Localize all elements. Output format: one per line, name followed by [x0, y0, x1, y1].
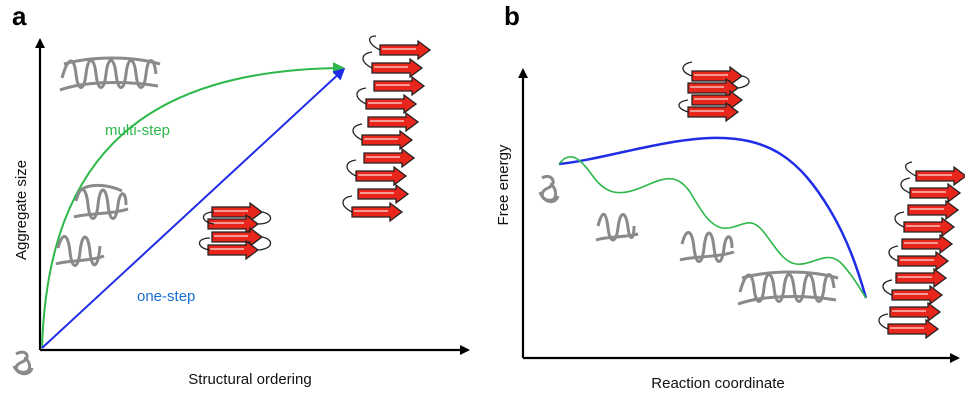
panel-b-y-label: Free energy — [495, 144, 512, 225]
panel-b-label: b — [504, 1, 520, 31]
beta-sheet-icon — [198, 202, 272, 260]
amyloid-fibril-icon — [342, 35, 431, 222]
protofibril-icon — [59, 56, 161, 92]
multi-step-curve — [41, 62, 345, 349]
multi-step-energy-curve — [558, 156, 867, 299]
beta-sheet-icon — [678, 61, 750, 122]
one-step-label: one-step — [137, 288, 195, 305]
panel-a-y-label: Aggregate size — [13, 160, 30, 260]
protofibril-icon — [737, 270, 839, 306]
helical-oligomer-icon — [55, 235, 105, 267]
panel-a-x-label: Structural ordering — [188, 371, 311, 388]
panel-b-x-label: Reaction coordinate — [651, 375, 784, 392]
multi-step-label: multi-step — [105, 122, 170, 139]
random-coil-icon — [12, 350, 34, 376]
panel-a: a Structural ordering Aggregate size mul… — [12, 1, 470, 388]
one-step-line — [41, 67, 346, 349]
helical-oligomer-icon — [595, 212, 639, 242]
one-step-energy-curve — [558, 136, 868, 299]
helical-oligomer-icon — [679, 231, 735, 263]
panel-b: b Reaction coordinate Free energy — [495, 1, 965, 392]
amyloid-fibril-icon — [878, 161, 965, 339]
panel-a-label: a — [12, 1, 27, 31]
random-coil-icon — [538, 174, 560, 203]
helical-oligomer-icon — [73, 183, 129, 220]
